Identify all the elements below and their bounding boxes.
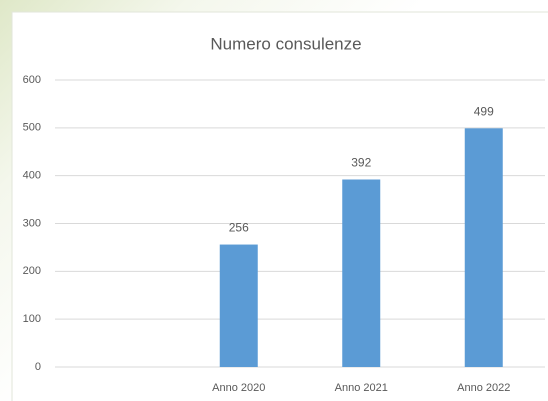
bar [219, 244, 258, 367]
y-tick-label: 100 [23, 313, 41, 325]
data-label: 256 [229, 221, 249, 235]
y-tick-label: 300 [23, 217, 41, 229]
y-tick-label: 200 [23, 265, 41, 277]
y-tick-label: 400 [23, 170, 41, 182]
bar [464, 128, 503, 367]
chart-title: Numero consulenze [210, 34, 361, 53]
chart-area [11, 11, 548, 401]
x-tick-label: Anno 2022 [457, 382, 510, 394]
y-tick-label: 500 [23, 122, 41, 134]
y-tick-label: 600 [23, 74, 41, 86]
data-label: 392 [351, 156, 371, 170]
x-tick-label: Anno 2021 [335, 382, 388, 394]
data-label: 499 [474, 104, 494, 118]
y-tick-label: 0 [35, 361, 41, 373]
x-tick-label: Anno 2020 [212, 382, 265, 394]
bar [342, 179, 381, 367]
